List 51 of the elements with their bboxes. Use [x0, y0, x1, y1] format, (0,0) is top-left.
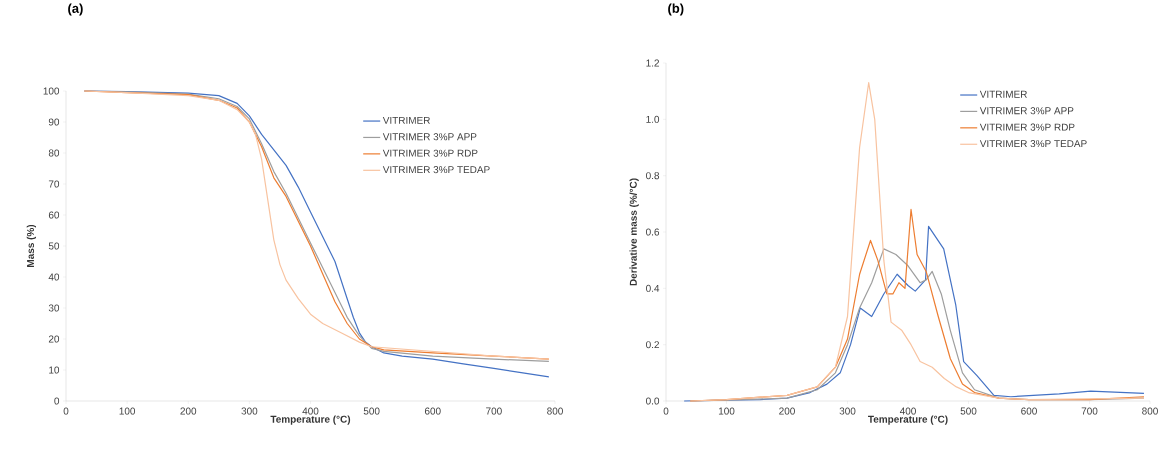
y-tick-label: 60	[48, 211, 60, 219]
x-tick-label: 800	[1142, 407, 1158, 415]
x-axis-title: Temperature (°C)	[868, 415, 948, 425]
x-tick-label: 300	[839, 407, 856, 415]
y-tick-label: 50	[48, 242, 60, 250]
x-tick-label: 0	[663, 407, 669, 415]
legend-label: VITRIMER	[382, 116, 430, 124]
line-series	[689, 82, 1145, 402]
y-tick-label: 0	[54, 397, 60, 405]
x-tick-label: 500	[363, 407, 380, 415]
y-tick-label: 1.2	[646, 59, 659, 67]
y-tick-label: 1.0	[646, 115, 660, 123]
legend-label: VITRIMER	[979, 90, 1027, 98]
x-tick-label: 300	[241, 407, 258, 415]
y-tick-label: 30	[48, 304, 60, 312]
y-axis-title: Derivative mass (%/°C)	[629, 178, 639, 286]
x-tick-label: 500	[960, 407, 977, 415]
y-tick-label: 20	[48, 335, 60, 343]
y-axis-title: Mass (%)	[26, 224, 37, 267]
legend-label: VITRIMER 3%P RDP	[979, 123, 1075, 131]
y-tick-label: 70	[48, 180, 60, 188]
y-tick-label: 40	[48, 273, 60, 281]
x-tick-label: 400	[302, 407, 319, 415]
x-tick-label: 0	[63, 407, 69, 415]
x-tick-label: 600	[424, 407, 441, 415]
y-tick-label: 0.6	[646, 228, 660, 236]
chart-title: (b)	[668, 3, 684, 16]
y-tick-label: 0.0	[646, 397, 660, 405]
y-tick-label: 100	[43, 87, 60, 95]
x-tick-label: 100	[718, 407, 735, 415]
legend-label: VITRIMER 3%P RDP	[382, 149, 478, 157]
y-tick-label: 0.2	[646, 341, 659, 349]
x-tick-label: 600	[1021, 407, 1037, 415]
legend-label: VITRIMER 3%P TEDAP	[979, 140, 1087, 148]
x-tick-label: 100	[119, 407, 136, 415]
x-tick-label: 700	[486, 407, 502, 415]
x-axis-title: Temperature (°C)	[270, 415, 351, 425]
x-tick-label: 700	[1081, 407, 1098, 415]
y-tick-label: 0.4	[646, 284, 660, 292]
x-tick-label: 200	[779, 407, 795, 415]
legend-label: VITRIMER 3%P APP	[979, 107, 1074, 115]
y-tick-label: 90	[48, 118, 60, 126]
x-tick-label: 400	[899, 407, 916, 415]
chart-title: (a)	[68, 3, 83, 16]
x-tick-label: 200	[180, 407, 197, 415]
x-tick-label: 800	[547, 407, 563, 415]
legend-label: VITRIMER 3%P TEDAP	[382, 166, 490, 174]
y-tick-label: 80	[48, 149, 60, 157]
legend-label: VITRIMER 3%P APP	[382, 133, 477, 141]
y-tick-label: 10	[49, 366, 60, 374]
y-tick-label: 0.8	[646, 172, 660, 180]
